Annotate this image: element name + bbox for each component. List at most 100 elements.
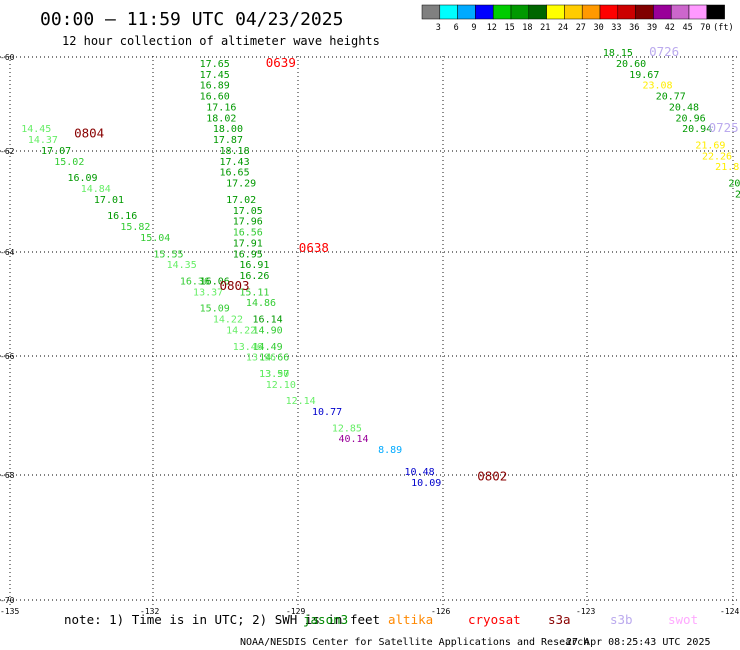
wave-height-label: 16.16	[107, 211, 137, 222]
footer-credit: NOAA/NESDIS Center for Satellite Applica…	[240, 637, 589, 648]
wave-height-label: 17.01	[94, 195, 124, 206]
x-tick-label: -132	[140, 607, 159, 616]
pass-time-label: 0639	[266, 55, 296, 70]
wave-height-label: 16.26	[239, 271, 269, 282]
colorbar-label: 30	[594, 23, 604, 33]
wave-height-label: 23.08	[642, 81, 672, 92]
pass-time-label: 0804	[74, 126, 104, 141]
colorbar-label: 24	[558, 23, 568, 33]
wave-height-label: 16.36	[180, 276, 210, 287]
wave-height-label: 13.37	[193, 287, 223, 298]
colorbar-swatch	[421, 4, 441, 20]
pass-time-label: 0726	[649, 44, 679, 59]
wave-height-label: 15.11	[239, 287, 269, 298]
wave-height-label: 20.96	[676, 113, 706, 124]
wave-height-label: 19.67	[629, 70, 659, 81]
colorbar-legend: 3 6 9 12 15 18 21 24 27 30 33 36 39 42 45 70 (ft)	[421, 4, 734, 33]
colorbar-label: 42	[665, 23, 675, 33]
y-tick-label: -64	[0, 248, 15, 257]
y-tick-label: -68	[0, 471, 15, 480]
wave-height-label: 20.18	[735, 189, 740, 200]
colorbar-swatch	[475, 4, 494, 20]
colorbar-swatch	[635, 4, 654, 20]
wave-height-label: 16.09	[67, 173, 97, 184]
wave-height-label: 14.86	[246, 298, 276, 309]
wave-height-label: 17.65	[200, 59, 230, 70]
colorbar-swatch	[670, 4, 690, 20]
wave-height-label: 16.95	[233, 249, 263, 260]
colorbar-label: 39	[647, 23, 657, 33]
colorbar-swatch	[599, 4, 619, 20]
colorbar-label: 70	[700, 23, 710, 33]
chart-subtitle: 12 hour collection of altimeter wave hei…	[62, 34, 380, 48]
satellite-name: jason3	[303, 612, 348, 627]
wave-height-label: 16.65	[219, 168, 249, 179]
colorbar-swatch	[546, 4, 565, 20]
colorbar-label: 18	[522, 23, 532, 33]
x-tick-label: -123	[576, 607, 595, 616]
pass-time-label: 0638	[299, 240, 329, 255]
wave-height-label: 16.89	[200, 81, 230, 92]
wave-height-label: 20.94	[682, 124, 712, 135]
pass-time-label: 0802	[477, 468, 507, 483]
wave-height-label: 20.48	[669, 102, 699, 113]
wave-height-label: 17.05	[233, 206, 263, 217]
wave-height-label: 17.29	[226, 179, 256, 190]
wave-height-label: 14.90	[253, 325, 283, 336]
satellite-name: s3b	[610, 612, 633, 627]
wave-height-label: 15.55	[153, 249, 183, 260]
wave-height-label: 16.60	[200, 92, 230, 103]
footer-note: note: 1) Time is in UTC; 2) SWH is in fe…	[64, 612, 380, 627]
wave-height-label: 21.69	[695, 140, 725, 151]
wave-height-label: 15.82	[120, 222, 150, 233]
wave-height-label: 40.14	[338, 434, 368, 445]
colorbar-label: (ft)	[713, 23, 733, 33]
wave-height-label: 10.48	[405, 467, 435, 478]
colorbar-label: 45	[683, 23, 693, 33]
wave-height-label: 16.06	[200, 276, 230, 287]
wave-height-label: 17.02	[226, 195, 256, 206]
colorbar-label: 21	[540, 23, 550, 33]
y-tick-label: -66	[0, 352, 15, 361]
colorbar-swatch	[581, 4, 601, 20]
colorbar-label: 12	[487, 23, 497, 33]
colorbar-label: 33	[611, 23, 621, 33]
satellite-name: cryosat	[468, 612, 521, 627]
colorbar-label: 15	[505, 23, 515, 33]
wave-height-label: 10.09	[411, 478, 441, 489]
wave-height-label: 16.14	[253, 315, 283, 326]
wave-height-label: 18.00	[213, 124, 243, 135]
footer-timestamp: 27 Apr 08:25:43 UTC 2025	[566, 637, 711, 648]
wave-height-label: 21.83	[715, 162, 740, 173]
wave-height-label: 14.45	[21, 124, 51, 135]
wave-height-label: 12.85	[332, 423, 362, 434]
wave-height-label: 14.84	[81, 184, 111, 195]
colorbar-label: 3	[436, 23, 441, 33]
colorbar-swatch	[492, 4, 512, 20]
map-grid	[0, 56, 740, 605]
wave-height-label: 14.35	[167, 260, 197, 271]
y-tick-label: -60	[0, 53, 15, 62]
wave-height-label: 8.89	[378, 445, 402, 456]
colorbar-swatch	[510, 4, 530, 20]
x-tick-label: -129	[286, 607, 305, 616]
colorbar-label: 6	[454, 23, 459, 33]
x-tick-label: -124	[720, 607, 739, 616]
wave-height-label: 15.02	[54, 157, 84, 168]
wave-height-label: 20.19	[728, 179, 740, 190]
wave-height-label: 20.77	[656, 92, 686, 103]
x-tick-label: -135	[0, 607, 19, 616]
colorbar-label: 27	[576, 23, 586, 33]
colorbar-swatch	[688, 4, 708, 20]
wave-height-label: 13.96	[246, 353, 276, 364]
y-tick-label: -70	[0, 596, 15, 605]
y-tick-label: -62	[0, 147, 15, 156]
wave-height-label: 14.66	[259, 353, 289, 364]
chart-title: 00:00 – 11:59 UTC 04/23/2025	[40, 9, 343, 30]
pass-time-label: 0803	[219, 278, 249, 293]
wave-height-label: 18.18	[219, 146, 249, 157]
wave-height-label: 14.22	[213, 315, 243, 326]
pass-labels: 063908040638080308020726072507240C	[74, 44, 739, 483]
wave-height-label: 12.14	[286, 396, 316, 407]
